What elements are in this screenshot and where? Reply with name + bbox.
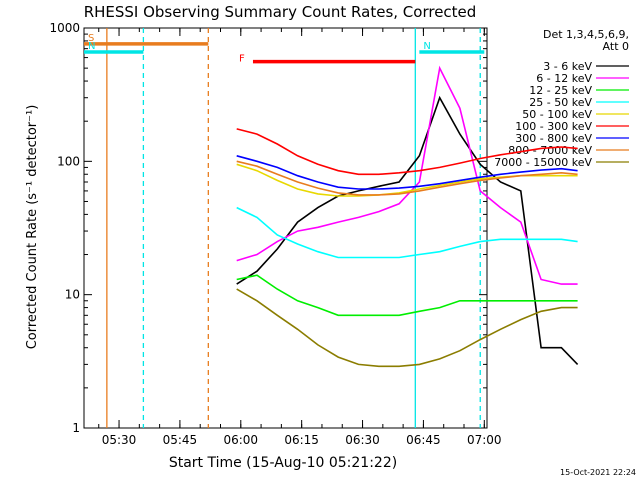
x-tick-label: 06:15: [284, 433, 319, 447]
x-tick-label: 05:45: [163, 433, 198, 447]
legend-header-line-1: Det 1,3,4,5,6,9,: [543, 28, 629, 41]
legend-header-line-2: Att 0: [603, 40, 629, 53]
series-line: [236, 163, 578, 197]
series-line: [236, 128, 578, 176]
y-tick-label: 100: [57, 154, 80, 168]
plot-area: 1 10 100 1000 05:30 05:45 06:00 06:15 06:30 06:45…: [49, 21, 579, 447]
y-tick-label: 1: [72, 421, 80, 435]
legend-entry-label: 300 - 800 keV: [515, 132, 592, 145]
flag-label: N: [88, 41, 95, 52]
x-tick-label: 06:30: [345, 433, 380, 447]
x-axis-label: Start Time (15-Aug-10 05:21:22): [169, 455, 397, 471]
legend-entry-label: 100 - 300 keV: [515, 120, 592, 133]
timestamp: 15-Oct-2021 22:24: [560, 468, 636, 477]
series-line: [236, 160, 578, 196]
legend-entry-label: 12 - 25 keV: [529, 84, 592, 97]
flag-label: S: [88, 33, 94, 44]
legend-entry-label: 25 - 50 keV: [529, 96, 592, 109]
flag-label: N: [423, 41, 430, 52]
series-line: [236, 95, 579, 365]
series-line: [236, 288, 578, 368]
series-line: [236, 155, 578, 190]
y-tick-label: 1000: [49, 21, 80, 35]
y-tick-label: 10: [65, 288, 80, 302]
legend-entry-label: 7000 - 15000 keV: [494, 156, 592, 169]
legend-entry-label: 6 - 12 keV: [536, 72, 592, 85]
series-line: [236, 206, 578, 259]
x-tick-label: 06:00: [223, 433, 258, 447]
x-tick-label: 07:00: [467, 433, 502, 447]
x-tick-label: 06:45: [406, 433, 441, 447]
x-tick-label: 05:30: [102, 433, 137, 447]
y-axis-label: Corrected Count Rate (s⁻¹ detector⁻¹): [25, 105, 40, 350]
series-line: [236, 274, 578, 317]
legend-entry-label: 3 - 6 keV: [543, 60, 592, 73]
chart-title: RHESSI Observing Summary Count Rates, Co…: [84, 3, 477, 21]
plot-frame: [83, 27, 488, 429]
legend-entry-label: 50 - 100 keV: [522, 108, 592, 121]
flag-label: F: [239, 54, 245, 65]
